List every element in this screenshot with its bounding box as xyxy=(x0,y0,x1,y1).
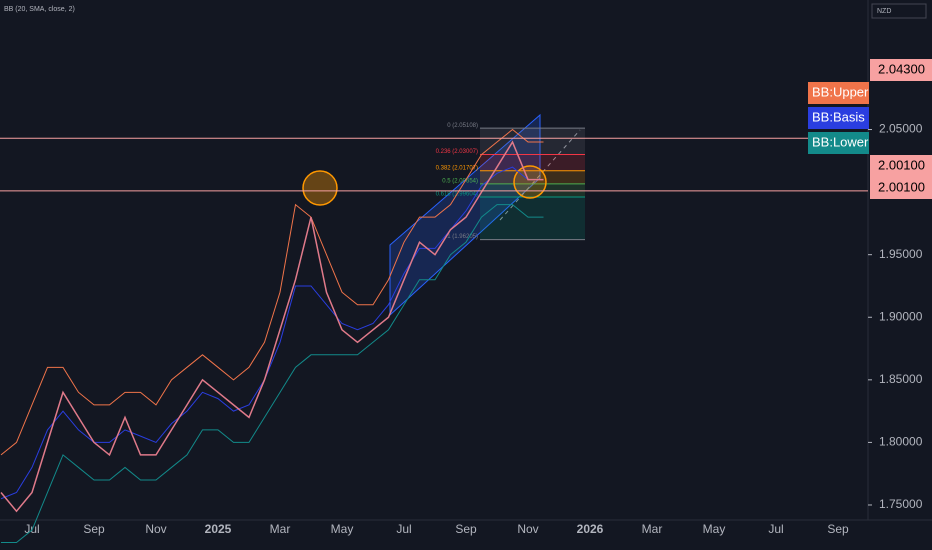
x-tick-label: Sep xyxy=(83,522,105,536)
y-tick-label: 1.85000 xyxy=(879,372,923,386)
legend-tag xyxy=(808,107,869,129)
price-tag-label: 2.00100 xyxy=(878,179,925,194)
x-tick-label: Jul xyxy=(768,522,783,536)
y-tick-label: 1.75000 xyxy=(879,497,923,511)
x-tick-label: Sep xyxy=(455,522,477,536)
legend-label: BB:Lower xyxy=(812,134,869,149)
band-line xyxy=(0,128,544,456)
fib-label: 0.382 (2.01707) xyxy=(436,165,478,171)
fib-label: 0.5 (2.00654) xyxy=(442,178,478,184)
fib-zone xyxy=(480,154,585,171)
x-tick-label: Jul xyxy=(396,522,411,536)
price-tag-label: 2.00100 xyxy=(878,157,925,172)
y-tick-label: 1.80000 xyxy=(879,435,923,449)
legend-label: BB:Upper xyxy=(812,84,869,99)
x-tick-label: May xyxy=(703,522,726,536)
y-tick-label: 1.90000 xyxy=(879,309,923,323)
x-tick-label: Nov xyxy=(145,522,166,536)
legend-tag xyxy=(808,82,869,104)
fib-zone xyxy=(480,128,585,155)
y-tick-label: 1.95000 xyxy=(879,247,923,261)
x-tick-label: Mar xyxy=(642,522,663,536)
fib-zone xyxy=(480,170,585,184)
x-tick-label: Sep xyxy=(827,522,849,536)
x-tick-label: Nov xyxy=(517,522,538,536)
x-tick-label: 2026 xyxy=(577,522,604,536)
x-tick-label: May xyxy=(331,522,354,536)
highlight-circle xyxy=(513,165,547,199)
legend-tag xyxy=(808,132,869,154)
band-line xyxy=(0,166,544,500)
fib-zone xyxy=(480,197,585,240)
y-tick-label: 2.05000 xyxy=(879,122,923,136)
channel xyxy=(389,113,541,317)
fib-label: 1 (1.96205) xyxy=(447,234,478,240)
legend-label: BB:Basis xyxy=(812,109,865,124)
price-tag-label: 2.04300 xyxy=(878,61,925,76)
x-tick-label: 2025 xyxy=(205,522,232,536)
price-tag xyxy=(870,155,932,177)
band-line xyxy=(1,204,544,544)
price-tag xyxy=(870,59,932,81)
fib-label: 0.236 (2.03007) xyxy=(436,149,478,155)
price-tag xyxy=(870,177,932,199)
price-line xyxy=(0,140,544,513)
highlight-circle xyxy=(302,170,338,206)
x-tick-label: Mar xyxy=(270,522,291,536)
indicator-label: BB (20, SMA, close, 2) xyxy=(4,6,75,13)
currency-box[interactable] xyxy=(871,3,927,19)
currency[interactable]: NZD xyxy=(877,8,891,15)
fib-label: 0 (2.05108) xyxy=(447,123,478,129)
